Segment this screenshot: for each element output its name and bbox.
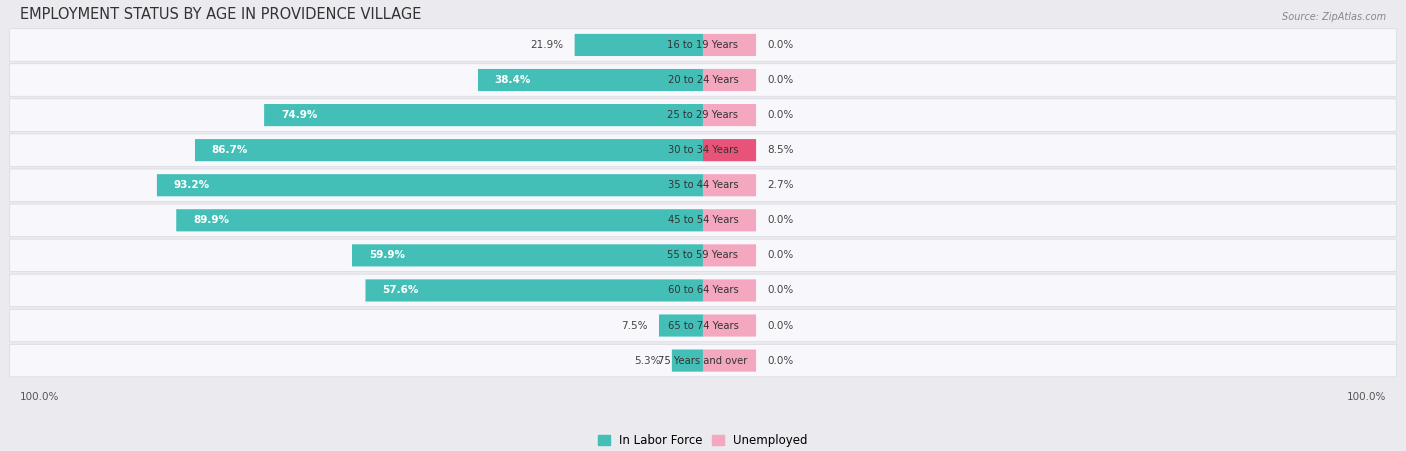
Text: 0.0%: 0.0%	[768, 321, 793, 331]
FancyBboxPatch shape	[10, 309, 1396, 342]
Text: 86.7%: 86.7%	[212, 145, 249, 155]
Text: 0.0%: 0.0%	[768, 250, 793, 260]
Text: 0.0%: 0.0%	[768, 40, 793, 50]
FancyBboxPatch shape	[264, 104, 703, 126]
Text: 55 to 59 Years: 55 to 59 Years	[668, 250, 738, 260]
FancyBboxPatch shape	[10, 239, 1396, 272]
Text: 0.0%: 0.0%	[768, 110, 793, 120]
FancyBboxPatch shape	[478, 69, 703, 91]
Text: 8.5%: 8.5%	[768, 145, 793, 155]
Text: 25 to 29 Years: 25 to 29 Years	[668, 110, 738, 120]
FancyBboxPatch shape	[703, 34, 756, 56]
FancyBboxPatch shape	[575, 34, 703, 56]
Text: 45 to 54 Years: 45 to 54 Years	[668, 215, 738, 226]
FancyBboxPatch shape	[176, 209, 703, 231]
FancyBboxPatch shape	[659, 314, 703, 336]
Text: Source: ZipAtlas.com: Source: ZipAtlas.com	[1282, 12, 1386, 22]
FancyBboxPatch shape	[10, 29, 1396, 61]
Text: 0.0%: 0.0%	[768, 75, 793, 85]
FancyBboxPatch shape	[195, 139, 703, 161]
FancyBboxPatch shape	[10, 204, 1396, 236]
FancyBboxPatch shape	[703, 244, 756, 267]
FancyBboxPatch shape	[10, 64, 1396, 96]
Text: 89.9%: 89.9%	[193, 215, 229, 226]
FancyBboxPatch shape	[10, 169, 1396, 202]
FancyBboxPatch shape	[10, 99, 1396, 131]
FancyBboxPatch shape	[672, 350, 703, 372]
Text: 100.0%: 100.0%	[20, 392, 59, 402]
Text: 0.0%: 0.0%	[768, 355, 793, 366]
FancyBboxPatch shape	[703, 350, 756, 372]
Text: 21.9%: 21.9%	[530, 40, 564, 50]
FancyBboxPatch shape	[352, 244, 703, 267]
Text: 100.0%: 100.0%	[1347, 392, 1386, 402]
FancyBboxPatch shape	[366, 279, 703, 302]
Text: 65 to 74 Years: 65 to 74 Years	[668, 321, 738, 331]
Text: 38.4%: 38.4%	[495, 75, 531, 85]
FancyBboxPatch shape	[703, 209, 756, 231]
FancyBboxPatch shape	[703, 314, 756, 336]
FancyBboxPatch shape	[10, 134, 1396, 166]
FancyBboxPatch shape	[10, 345, 1396, 377]
Text: 0.0%: 0.0%	[768, 285, 793, 295]
Text: 35 to 44 Years: 35 to 44 Years	[668, 180, 738, 190]
FancyBboxPatch shape	[703, 104, 756, 126]
Text: 16 to 19 Years: 16 to 19 Years	[668, 40, 738, 50]
Text: 74.9%: 74.9%	[281, 110, 318, 120]
Text: 93.2%: 93.2%	[174, 180, 209, 190]
Text: EMPLOYMENT STATUS BY AGE IN PROVIDENCE VILLAGE: EMPLOYMENT STATUS BY AGE IN PROVIDENCE V…	[20, 7, 420, 22]
FancyBboxPatch shape	[703, 69, 756, 91]
Text: 30 to 34 Years: 30 to 34 Years	[668, 145, 738, 155]
FancyBboxPatch shape	[703, 174, 756, 196]
Text: 7.5%: 7.5%	[621, 321, 648, 331]
Text: 75 Years and over: 75 Years and over	[658, 355, 748, 366]
Text: 59.9%: 59.9%	[368, 250, 405, 260]
Legend: In Labor Force, Unemployed: In Labor Force, Unemployed	[593, 429, 813, 451]
Text: 0.0%: 0.0%	[768, 215, 793, 226]
FancyBboxPatch shape	[157, 174, 703, 196]
Text: 2.7%: 2.7%	[768, 180, 793, 190]
Text: 5.3%: 5.3%	[634, 355, 661, 366]
FancyBboxPatch shape	[10, 274, 1396, 307]
Text: 57.6%: 57.6%	[382, 285, 419, 295]
Text: 60 to 64 Years: 60 to 64 Years	[668, 285, 738, 295]
FancyBboxPatch shape	[703, 139, 756, 161]
FancyBboxPatch shape	[703, 279, 756, 302]
Text: 20 to 24 Years: 20 to 24 Years	[668, 75, 738, 85]
